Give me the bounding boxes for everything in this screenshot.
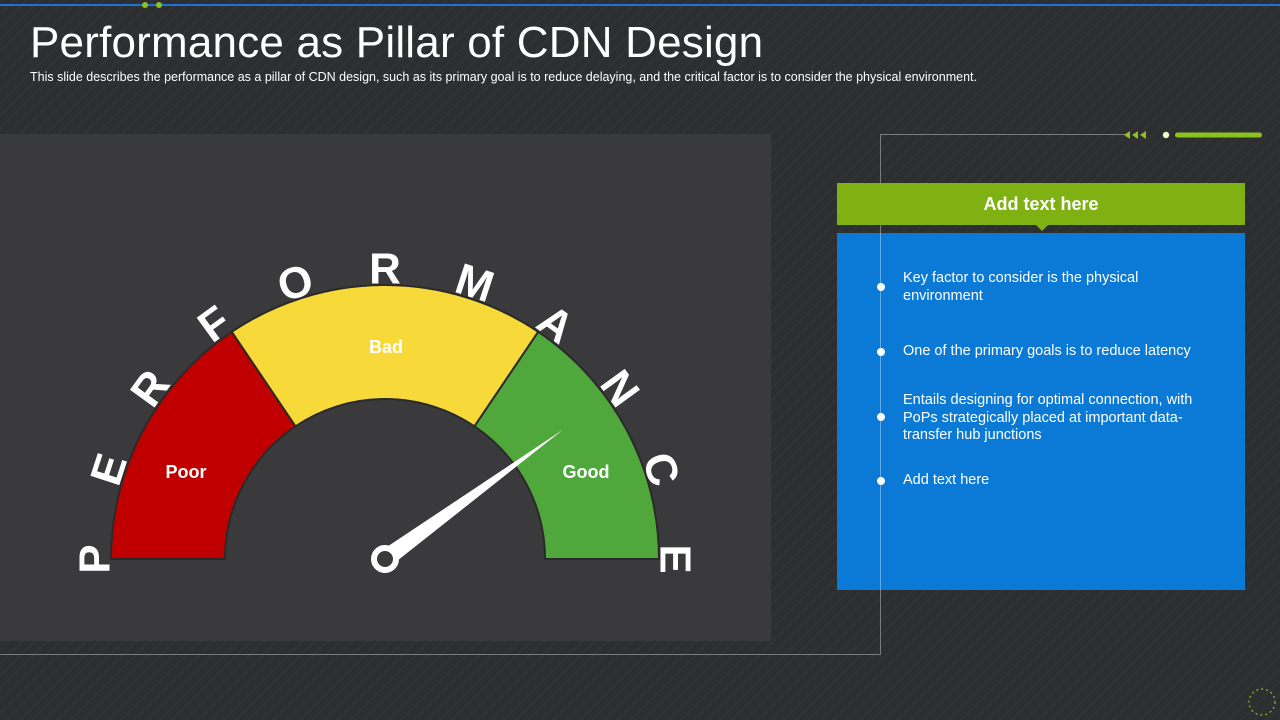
arrow-left-icon: [1132, 131, 1138, 139]
accent-dot: [142, 2, 148, 8]
bullet-dot: [877, 413, 885, 421]
gauge-segment-bad: [230, 284, 540, 428]
performance-gauge: Poor Bad Good P E R F O R M A N C E: [71, 245, 700, 574]
deco-dot: [1162, 131, 1170, 139]
slide-subtitle: This slide describes the performance as …: [30, 70, 977, 84]
segment-label-good: Good: [563, 462, 610, 482]
segment-label-poor: Poor: [165, 462, 206, 482]
arc-letter: P: [71, 544, 120, 573]
bullet-dot: [877, 348, 885, 356]
arc-letter: O: [272, 255, 320, 312]
arc-letter: C: [633, 447, 689, 492]
bullet-dot: [877, 477, 885, 485]
bullet-item: Add text here: [903, 472, 990, 488]
arc-letter: R: [369, 245, 401, 294]
info-header-notch: [1035, 224, 1049, 231]
info-box-divider: [880, 233, 881, 590]
info-header-text: Add text here: [983, 193, 1099, 214]
info-box: [837, 233, 1245, 590]
bullet-item: Entails designing for optimal connection…: [903, 392, 1193, 443]
gauge-segment-poor: [109, 330, 297, 560]
bullet-item: One of the primary goals is to reduce la…: [903, 343, 1191, 359]
frame-line-bottom: [0, 654, 881, 655]
corner-ring-deco: [1248, 688, 1276, 716]
info-header: Add text here: [837, 183, 1245, 225]
deco-bar: [1175, 132, 1262, 138]
bullet-item: Key factor to consider is the physical e…: [903, 270, 1139, 304]
frame-line-top: [880, 134, 1130, 135]
slide-title: Performance as Pillar of CDN Design: [30, 18, 764, 67]
arrow-left-icon: [1124, 131, 1130, 139]
arrow-left-icon: [1140, 131, 1146, 139]
top-accent-line: [0, 4, 1280, 6]
progress-deco: [1124, 131, 1262, 139]
arc-letter: E: [81, 448, 137, 491]
segment-label-bad: Bad: [369, 337, 403, 357]
accent-dot: [156, 2, 162, 8]
gauge-needle-hub: [371, 545, 399, 573]
bullet-dot: [877, 283, 885, 291]
gauge-needle: [379, 429, 563, 567]
arc-letter: E: [651, 544, 700, 573]
gauge-segment-good: [473, 330, 661, 560]
top-accent-dots: [142, 2, 166, 8]
